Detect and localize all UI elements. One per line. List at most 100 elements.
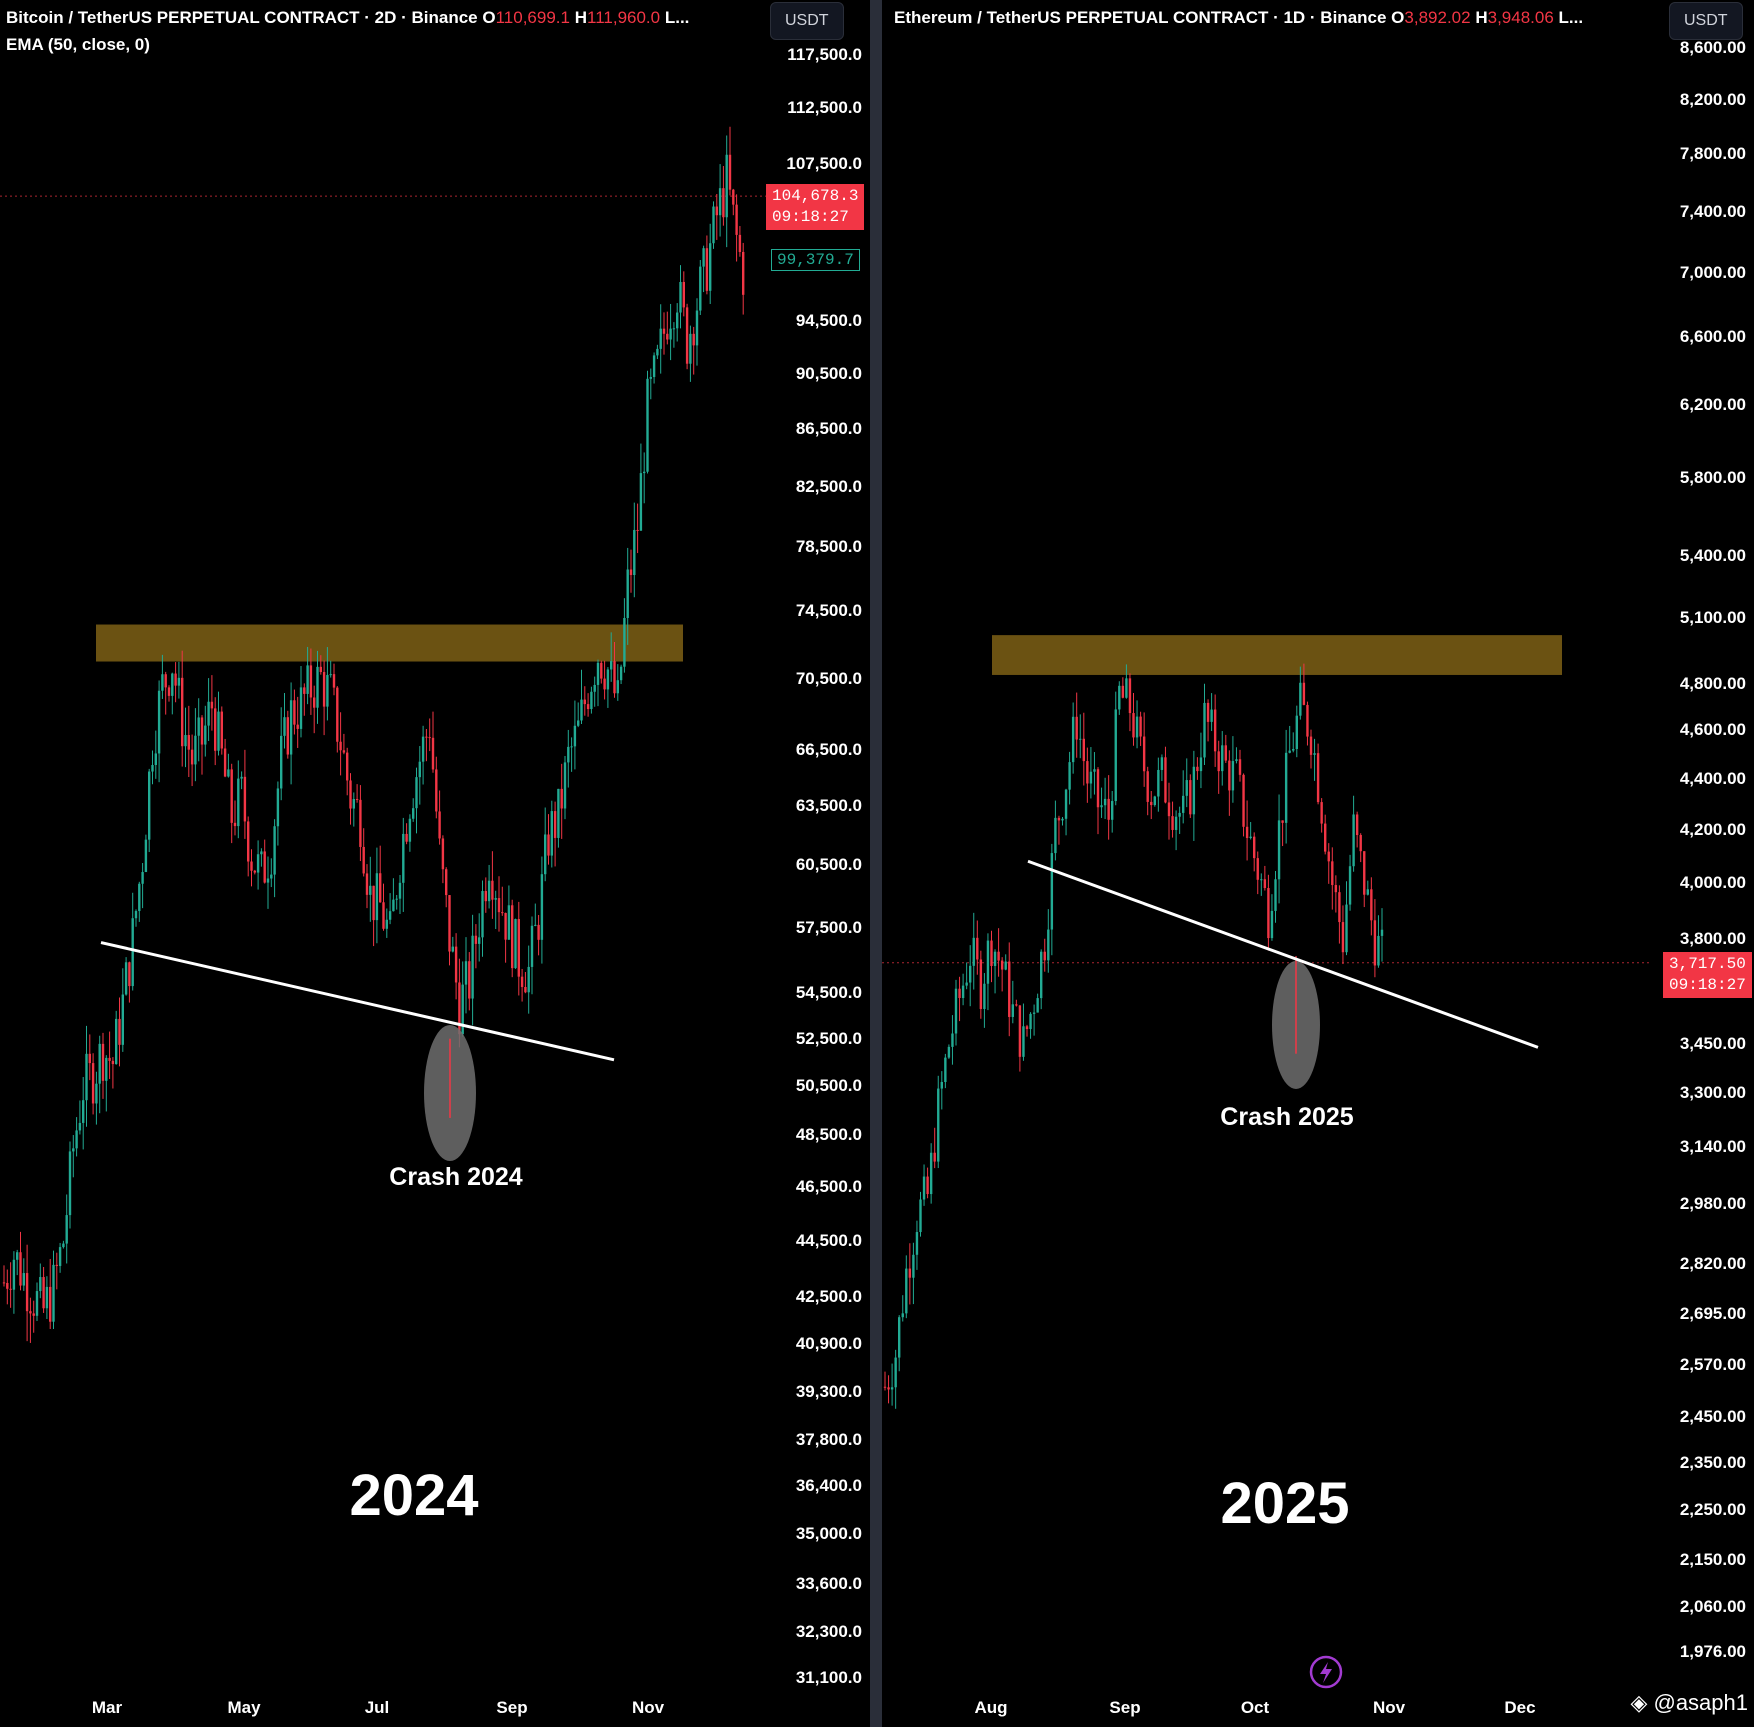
btc-candle-body	[95, 1083, 98, 1104]
eth-candle-body	[1302, 682, 1306, 705]
btc-candle-body	[570, 746, 573, 748]
eth-candle-body	[986, 940, 990, 984]
btc-countdown: 09:18:27	[772, 208, 849, 226]
btc-candle-body	[454, 946, 458, 983]
btc-candle-body	[32, 1313, 35, 1316]
eth-candle-body	[990, 940, 993, 967]
btc-price-tick: 86,500.0	[795, 418, 862, 438]
btc-candle-body	[283, 717, 286, 736]
btc-candle-body	[55, 1264, 58, 1266]
btc-price-tick: 66,500.0	[795, 740, 862, 760]
btc-candle-body	[712, 206, 715, 244]
eth-chart-panel[interactable]: Ethereum / TetherUS PERPETUAL CONTRACT ·…	[882, 0, 1754, 1727]
eth-candle-body	[1086, 761, 1089, 784]
btc-resistance-zone	[96, 624, 683, 662]
btc-candle-body	[497, 898, 501, 913]
btc-price-tick: 39,300.0	[795, 1382, 862, 1402]
btc-candle-body	[237, 778, 240, 827]
eth-currency-button[interactable]: USDT	[1669, 2, 1743, 40]
eth-candle-body	[1089, 771, 1093, 784]
eth-candle-body	[1373, 920, 1377, 966]
eth-price-axis[interactable]: 8,600.00 8,200.00 7,800.00 7,400.00 7,000.00…	[1644, 0, 1754, 1727]
lightning-icon[interactable]	[1308, 1654, 1344, 1690]
eth-candle-body	[1334, 885, 1338, 893]
btc-candle-body	[115, 1018, 118, 1065]
btc-candle-body	[652, 355, 656, 378]
btc-last-price-badge: 104,678.3 09:18:27	[766, 184, 865, 230]
panel-divider[interactable]	[870, 0, 882, 1727]
btc-candle-body	[481, 891, 484, 938]
eth-candle-body	[937, 1088, 940, 1162]
btc-candle-body	[118, 1018, 121, 1045]
btc-candle-body	[266, 878, 270, 883]
eth-candle-body	[1036, 998, 1039, 1013]
eth-candle-body	[1249, 836, 1252, 839]
btc-candle-body	[260, 851, 263, 855]
eth-candle-body	[997, 951, 1000, 961]
btc-candle-body	[428, 737, 431, 739]
btc-candle-body	[197, 717, 200, 736]
btc-currency-button[interactable]: USDT	[770, 2, 844, 40]
btc-candle-body	[679, 281, 682, 313]
btc-candle-body	[329, 674, 332, 676]
eth-candle-body	[1079, 738, 1082, 740]
btc-candle-body	[672, 328, 676, 330]
btc-candle-body	[418, 761, 421, 778]
btc-candle-body	[613, 661, 616, 694]
btc-candle-body	[2, 1282, 6, 1284]
btc-high-label: H	[574, 8, 587, 27]
btc-candle-body	[148, 771, 151, 840]
btc-candle-body	[573, 725, 577, 747]
eth-last-price: 3,717.50	[1669, 955, 1746, 973]
btc-candle-body	[676, 312, 679, 329]
eth-time-tick: Aug	[974, 1698, 1008, 1717]
eth-candle-body	[1164, 757, 1167, 803]
eth-last-price-badge: 3,717.50 09:18:27	[1663, 952, 1752, 998]
btc-candle-body	[359, 799, 362, 847]
btc-candle-body	[633, 529, 636, 576]
btc-candle-body	[388, 911, 392, 920]
btc-candle-body	[9, 1288, 12, 1290]
btc-candle-body	[39, 1277, 42, 1292]
eth-candle-body	[1047, 929, 1050, 961]
eth-price-tick: 3,300.00	[1679, 1082, 1746, 1102]
eth-candle-body	[1267, 888, 1270, 939]
btc-price-axis[interactable]: 117,500.0 112,500.0 107,500.0 94,500.0 90,50…	[770, 0, 870, 1727]
btc-candle-body	[501, 912, 504, 914]
eth-candle-body	[1203, 702, 1206, 758]
eth-candle-body	[1125, 678, 1128, 698]
eth-symbol-title[interactable]: Ethereum / TetherUS PERPETUAL CONTRACT ·…	[894, 8, 1387, 27]
btc-candle-body	[230, 769, 233, 823]
eth-price-tick: 2,450.00	[1679, 1407, 1746, 1427]
btc-open-value: 110,699.1	[495, 8, 570, 27]
eth-chart-canvas[interactable]	[882, 0, 1754, 1727]
eth-candle-body	[1040, 951, 1043, 999]
btc-candle-body	[131, 918, 134, 987]
btc-candle-body	[336, 687, 339, 742]
btc-candle-body	[200, 717, 204, 745]
btc-candle-body	[306, 665, 309, 694]
eth-low-truncated: L...	[1558, 8, 1584, 27]
btc-candle-body	[167, 687, 171, 696]
btc-chart-panel[interactable]: Bitcoin / TetherUS PERPETUAL CONTRACT · …	[0, 0, 870, 1727]
eth-candle-body	[983, 983, 986, 1009]
eth-price-tick: 4,400.00	[1679, 768, 1746, 788]
btc-candle-body	[629, 569, 633, 576]
eth-price-tick: 6,600.00	[1679, 326, 1746, 346]
eth-candle-body	[901, 1313, 904, 1318]
btc-candle-body	[134, 911, 138, 919]
btc-candle-body	[52, 1264, 55, 1322]
eth-price-tick: 4,600.00	[1679, 720, 1746, 740]
eth-candle-body	[993, 951, 997, 967]
btc-candle-body	[214, 708, 217, 751]
btc-candle-body	[702, 248, 705, 267]
ema-indicator-label[interactable]: EMA (50, close, 0)	[6, 35, 150, 54]
btc-chart-canvas[interactable]	[0, 0, 870, 1727]
btc-symbol-title[interactable]: Bitcoin / TetherUS PERPETUAL CONTRACT · …	[6, 8, 478, 27]
btc-candle-body	[303, 687, 306, 694]
eth-candle-body	[1111, 801, 1114, 820]
eth-candle-body	[1075, 716, 1078, 740]
btc-candle-body	[438, 811, 441, 839]
eth-candle-body	[1380, 929, 1384, 936]
btc-candle-body	[299, 687, 303, 729]
